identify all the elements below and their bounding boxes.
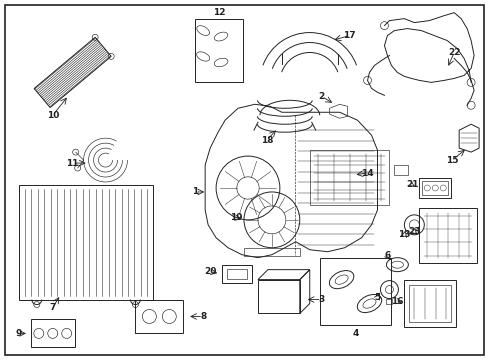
Text: 4: 4 — [352, 329, 358, 338]
Text: 8: 8 — [200, 312, 206, 321]
Text: 5: 5 — [374, 293, 380, 302]
Text: 11: 11 — [66, 158, 79, 167]
Text: 21: 21 — [405, 180, 418, 189]
Text: 14: 14 — [361, 168, 373, 177]
Text: 18: 18 — [260, 136, 273, 145]
Bar — [419, 178, 450, 198]
Bar — [394, 165, 407, 175]
Text: 1: 1 — [192, 188, 198, 197]
Text: 7: 7 — [49, 303, 56, 312]
Bar — [386, 298, 392, 303]
Bar — [422, 181, 447, 195]
Text: 13: 13 — [397, 230, 410, 239]
Bar — [244, 248, 299, 256]
Bar — [19, 185, 153, 300]
Text: 3: 3 — [318, 295, 324, 304]
Text: 15: 15 — [445, 156, 458, 165]
Bar — [319, 258, 390, 325]
Text: 22: 22 — [447, 48, 460, 57]
Text: 16: 16 — [390, 297, 403, 306]
Text: 10: 10 — [46, 111, 59, 120]
Bar — [309, 150, 388, 205]
Text: 2: 2 — [318, 92, 324, 101]
Bar — [222, 265, 251, 283]
Text: 17: 17 — [343, 31, 355, 40]
Bar — [258, 280, 299, 314]
Bar — [135, 300, 183, 333]
Bar — [195, 19, 243, 82]
Bar — [404, 280, 455, 328]
Bar — [419, 208, 476, 263]
Text: 12: 12 — [212, 8, 225, 17]
Bar — [31, 319, 75, 347]
Text: 20: 20 — [203, 267, 216, 276]
Text: 19: 19 — [229, 213, 242, 222]
Bar — [226, 269, 246, 279]
Bar — [408, 285, 450, 323]
Text: 23: 23 — [407, 227, 420, 236]
Text: 6: 6 — [384, 251, 390, 260]
Text: 9: 9 — [16, 329, 22, 338]
